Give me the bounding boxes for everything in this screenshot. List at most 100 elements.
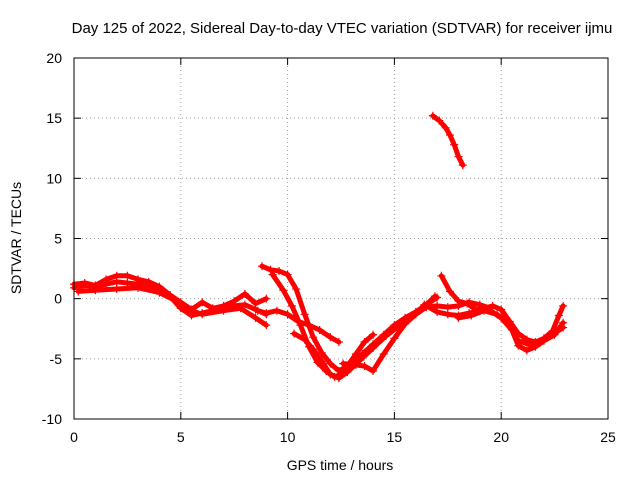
chart-title: Day 125 of 2022, Sidereal Day-to-day VTE… [72,20,613,37]
data-point [454,297,463,306]
data-point [339,359,348,368]
data-point [262,309,271,318]
y-tick-label: 15 [46,110,62,126]
data-point [300,310,309,319]
data-point [381,331,390,340]
data-point [554,311,563,320]
series-line [456,308,566,347]
data-point [292,285,301,294]
data-point [463,299,472,308]
data-point [262,294,271,303]
data-point [546,331,555,340]
data-point [134,275,143,284]
data-point [488,301,497,310]
data-point [445,131,454,140]
data-point [198,298,207,307]
data-point [268,270,277,279]
data-point [257,262,266,271]
data-point [279,286,288,295]
data-point [102,275,111,284]
x-tick-label: 20 [493,429,509,445]
data-point [524,340,533,349]
series-line [259,263,376,374]
series-arc-3 [74,283,271,330]
data-point [266,265,275,274]
data-point [441,123,450,132]
data-point [198,310,207,319]
data-point [369,344,378,353]
data-point [356,356,365,365]
data-point [230,297,239,306]
data-point [467,311,476,320]
data-point [522,346,531,355]
x-tick-label: 15 [387,429,403,445]
data-point [91,286,100,295]
data-point [360,337,369,346]
data-point [315,325,324,334]
data-point [503,318,512,327]
series-arc-9 [428,111,467,170]
data-point [379,350,388,359]
data-point [294,317,303,326]
data-point [559,301,568,310]
data-point [240,300,249,309]
data-point [450,140,459,149]
x-tick-label: 10 [280,429,296,445]
data-point [326,370,335,379]
data-point [454,152,463,161]
data-point [390,334,399,343]
data-point [304,321,313,330]
data-point [309,333,318,342]
data-point [334,374,343,383]
data-point [437,271,446,280]
data-point [326,359,335,368]
y-tick-label: -10 [42,411,62,427]
data-point [272,306,281,315]
data-point [253,306,262,315]
data-point [369,330,378,339]
data-point [236,304,245,313]
x-tick-label: 25 [600,429,616,445]
data-point [480,306,489,315]
data-point [290,329,299,338]
data-point [134,283,143,292]
data-point [251,313,260,322]
data-point [144,277,153,286]
data-point [112,285,121,294]
data-point [420,300,429,309]
data-point [219,306,228,315]
data-point [80,279,89,288]
data-point [123,271,132,280]
data-point [535,339,544,348]
data-point [492,310,501,319]
data-point [443,310,452,319]
data-point [309,345,318,354]
data-point [74,287,83,296]
data-point [172,297,181,306]
data-point [454,313,463,322]
data-point [445,287,454,296]
data-point [317,357,326,366]
data-point [187,306,196,315]
y-tick-label: 20 [46,50,62,66]
data-point [262,321,271,330]
data-point [433,307,442,316]
data-point [559,323,568,332]
data-point [411,310,420,319]
data-point [401,319,410,328]
y-tick-label: 10 [46,170,62,186]
data-point [287,301,296,310]
x-axis-label: GPS time / hours [287,457,394,473]
data-point [251,299,260,308]
series-arc-6 [253,306,343,346]
data-point [458,161,467,170]
y-axis-label: SDTVAR / TECUs [8,182,24,294]
data-point [360,362,369,371]
data-point [435,116,444,125]
data-point [155,288,164,297]
data-point [123,279,132,288]
data-point [497,305,506,314]
data-point [240,289,249,298]
data-point [351,360,360,369]
